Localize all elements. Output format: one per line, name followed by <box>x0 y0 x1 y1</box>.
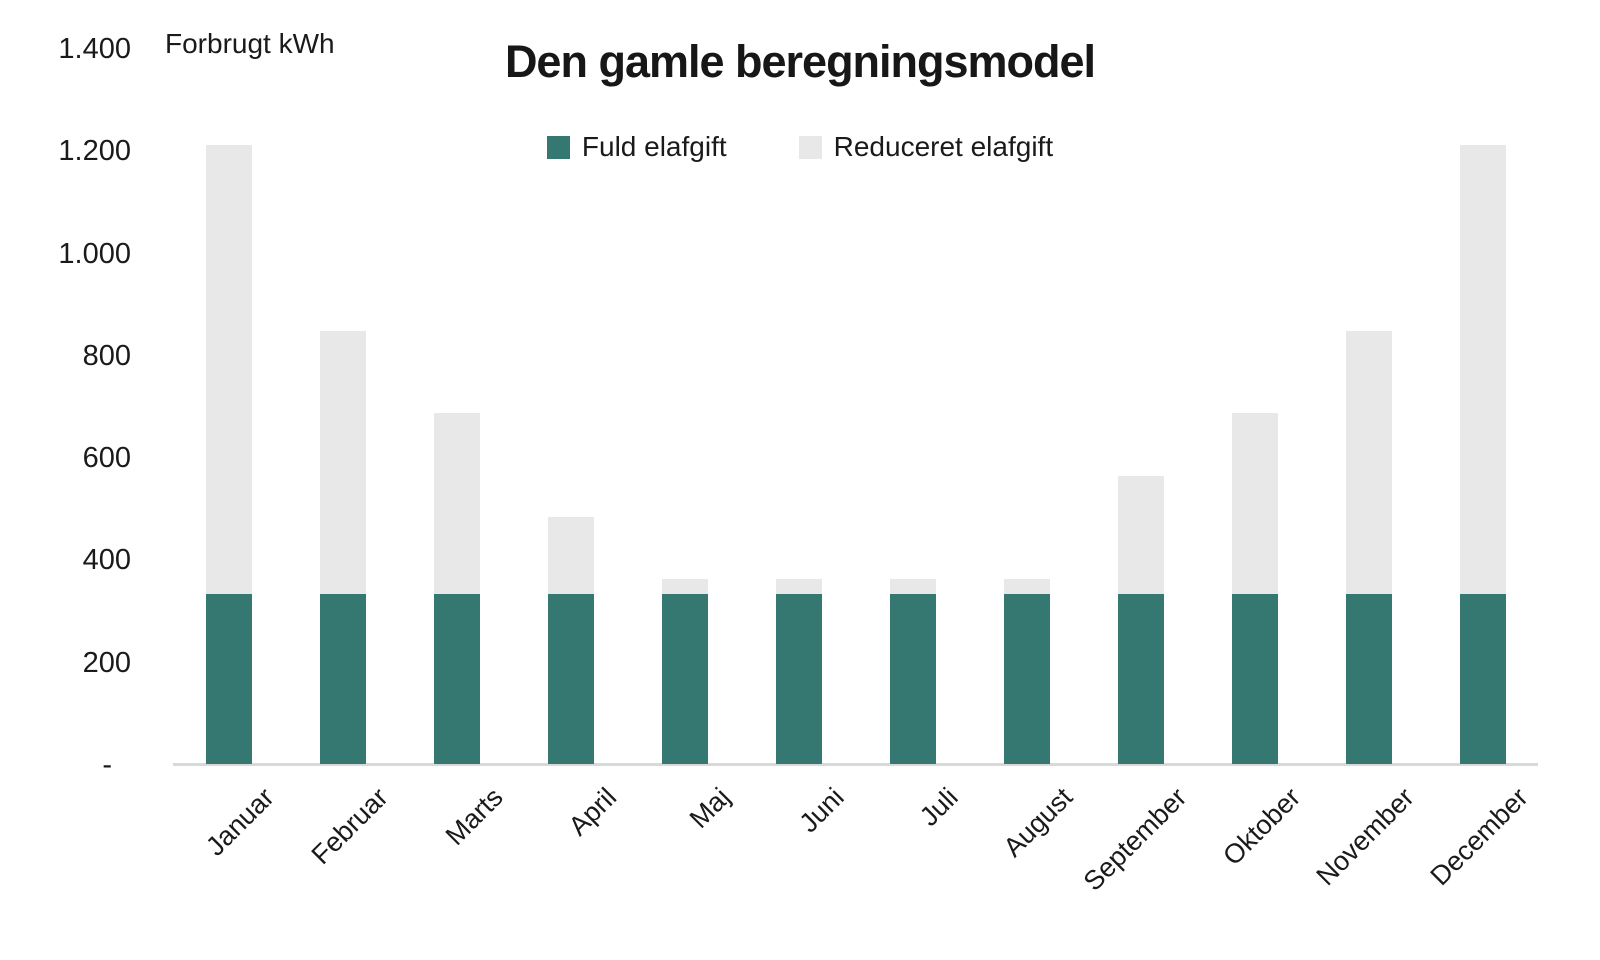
bar-segment-reduceret-december <box>1460 145 1506 594</box>
x-axis-label: Februar <box>306 782 395 871</box>
bar-segment-reduceret-oktober <box>1232 413 1278 594</box>
bar-segment-reduceret-januar <box>206 145 252 594</box>
x-axis-label: Maj <box>684 782 737 834</box>
bar-segment-reduceret-marts <box>434 413 480 594</box>
bar-segment-reduceret-juli <box>890 578 936 594</box>
bar-segment-fuld-august <box>1004 593 1050 764</box>
bar-segment-fuld-juli <box>890 593 936 764</box>
legend: Fuld elafgift Reduceret elafgift <box>0 132 1600 162</box>
chart-title: Den gamle beregningsmodel <box>504 36 1096 87</box>
y-tick-label: 400 <box>82 544 131 577</box>
bar-segment-fuld-september <box>1118 593 1164 764</box>
bar-segment-reduceret-november <box>1346 331 1392 594</box>
bar-segment-reduceret-august <box>1004 578 1050 594</box>
bar-segment-fuld-november <box>1346 593 1392 764</box>
x-axis-label: December <box>1424 782 1535 892</box>
bar-segment-fuld-april <box>548 593 594 764</box>
legend-item-reduceret-elafgift: Reduceret elafgift <box>798 131 1054 162</box>
legend-item-fuld-elafgift: Fuld elafgift <box>546 131 727 162</box>
bar-segment-fuld-februar <box>320 593 366 764</box>
bar-segment-reduceret-september <box>1118 475 1164 594</box>
x-axis-label: Marts <box>439 782 509 851</box>
x-axis-label: Januar <box>200 782 281 862</box>
y-tick-label: 1.000 <box>58 237 131 270</box>
x-axis-label: April <box>562 782 623 842</box>
bar-segment-fuld-marts <box>434 593 480 764</box>
bar-segment-reduceret-april <box>548 516 594 594</box>
bar-segment-fuld-maj <box>662 593 708 764</box>
y-tick-label: 200 <box>82 646 131 679</box>
bar-segment-fuld-oktober <box>1232 593 1278 764</box>
bar-segment-reduceret-maj <box>662 578 708 594</box>
bar-segment-reduceret-juni <box>776 578 822 594</box>
x-axis-label: Oktober <box>1217 782 1307 872</box>
x-axis-label: September <box>1077 782 1193 897</box>
y-axis-title: Forbrugt kWh <box>165 28 335 59</box>
bar-segment-fuld-juni <box>776 593 822 764</box>
x-axis-label: August <box>997 782 1079 863</box>
y-tick-label: 600 <box>82 442 131 475</box>
y-tick-label: 800 <box>82 339 131 372</box>
x-axis-label: Juni <box>793 782 851 839</box>
legend-label: Reduceret elafgift <box>833 131 1054 162</box>
legend-swatch-icon <box>798 135 822 159</box>
bar-segment-reduceret-februar <box>320 331 366 594</box>
legend-swatch-icon <box>546 135 570 159</box>
y-tick-label: 1.400 <box>58 33 131 65</box>
bar-segment-fuld-december <box>1460 593 1506 764</box>
x-axis-label: Juli <box>914 782 965 832</box>
legend-label: Fuld elafgift <box>581 131 727 162</box>
bar-segment-fuld-januar <box>206 593 252 764</box>
y-tick-label: - <box>102 749 112 781</box>
y-tick-label: 1.200 <box>58 135 131 168</box>
x-axis-line <box>173 763 1538 766</box>
x-axis-label: November <box>1310 782 1421 892</box>
